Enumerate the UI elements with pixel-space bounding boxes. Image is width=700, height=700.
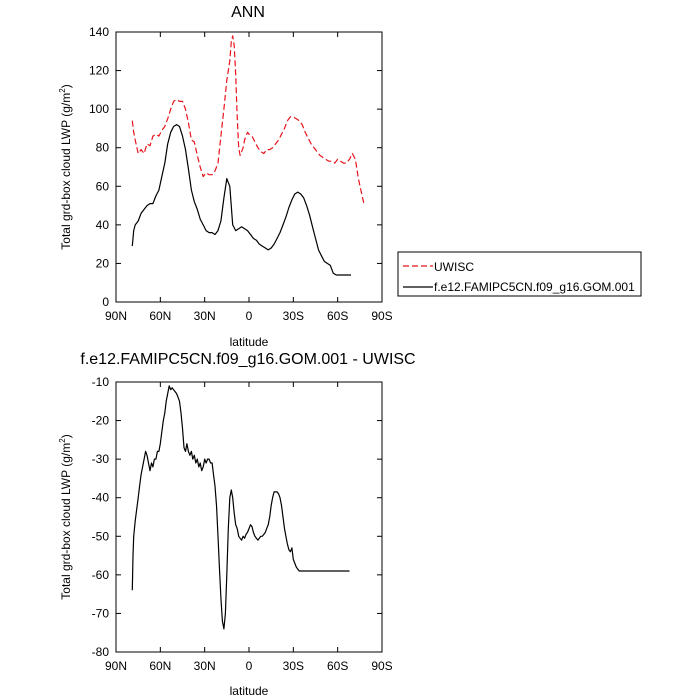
y-tick-label: 80 [96,141,110,155]
series-line-uwisc [131,35,365,206]
panel-top-title: ANN [231,4,265,21]
panel-top-series [131,35,365,276]
panel-bottom-y-axis-label: Total grd-box cloud LWP (g/m2) [58,434,73,599]
y-tick-label: 20 [96,256,110,270]
y-tick-label: -60 [92,568,110,582]
y-tick-label: -80 [92,645,110,659]
panel-bottom-title: f.e12.FAMIPC5CN.f09_g16.GOM.001 - UWISC [80,351,415,368]
panel-top-x-axis-label: latitude [230,335,269,349]
y-tick-label: -50 [92,529,110,543]
series-line-difference [131,385,350,630]
y-tick-label: -10 [92,375,110,389]
x-tick-label: 90S [371,659,392,673]
panel-bottom-x-ticks: 90N 60N 30N 0 30S 60S 90S [105,382,393,673]
panel-top-x-ticks: 90N 60N 30N 0 30S 60S 90S [105,32,393,323]
legend-box [397,251,642,297]
panel-top-y-ticks: 0 20 40 60 80 100 120 140 [89,25,382,309]
x-tick-label: 30N [194,309,216,323]
x-tick-label: 30N [194,659,216,673]
y-tick-label: -30 [92,452,110,466]
y-tick-label: 0 [102,295,109,309]
legend-label-uwisc: UWISC [434,260,474,274]
y-tick-label: -70 [92,606,110,620]
legend-label-model: f.e12.FAMIPC5CN.f09_g16.GOM.001 [434,280,635,294]
x-tick-label: 60N [149,309,171,323]
x-tick-label: 30S [283,659,304,673]
panel-bottom-y-ticks: -80 -70 -60 -50 -40 -30 -20 -10 [92,375,382,659]
x-tick-label: 0 [246,659,253,673]
y-tick-label: 120 [89,64,109,78]
y-tick-label: -20 [92,414,110,428]
panel-top-y-axis-label: Total grd-box cloud LWP (g/m2) [58,84,73,249]
panel-bottom-x-axis-label: latitude [230,684,269,698]
y-tick-label: -40 [92,491,110,505]
y-tick-label: 40 [96,218,110,232]
series-line-f-e12-famipc5cn-f09-g16-gom-001 [131,123,351,276]
x-tick-label: 90S [371,309,392,323]
panel-bottom: f.e12.FAMIPC5CN.f09_g16.GOM.001 - UWISC … [58,351,416,698]
legend: UWISC f.e12.FAMIPC5CN.f09_g16.GOM.001 [397,251,642,297]
panel-top-plot-frame [115,31,383,303]
panel-bottom-series [131,385,350,630]
x-tick-label: 90N [105,309,127,323]
x-tick-label: 30S [283,309,304,323]
x-tick-label: 60N [149,659,171,673]
y-tick-label: 140 [89,25,109,39]
panel-bottom-plot-frame [115,381,383,653]
x-tick-label: 60S [327,309,348,323]
x-tick-label: 0 [246,309,253,323]
y-tick-label: 100 [89,102,109,116]
x-tick-label: 60S [327,659,348,673]
x-tick-label: 90N [105,659,127,673]
y-tick-label: 60 [96,179,110,193]
